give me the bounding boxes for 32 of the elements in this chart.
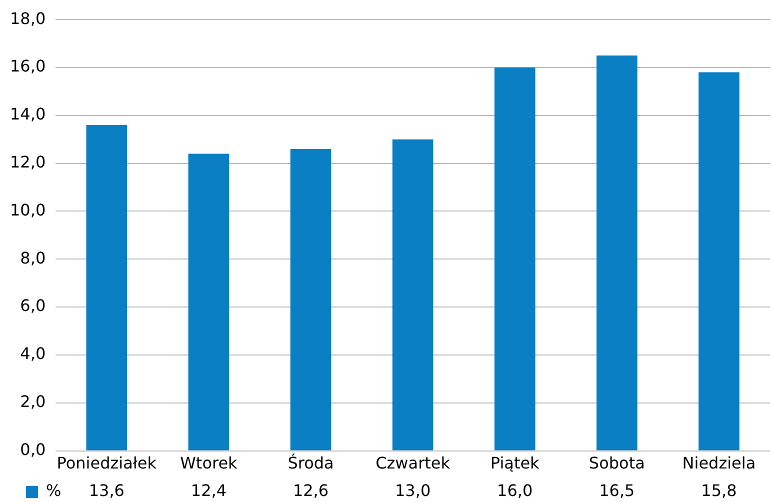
data-label: 16,5: [599, 481, 635, 500]
bar: [188, 154, 230, 450]
y-tick-label: 0,0: [20, 440, 46, 459]
x-tick-label: Niedziela: [682, 454, 756, 473]
x-tick-label: Środa: [288, 454, 334, 473]
x-tick-label: Czwartek: [376, 454, 451, 473]
y-tick-label: 18,0: [10, 8, 46, 28]
x-tick-label: Piątek: [490, 454, 540, 473]
data-label: 12,4: [190, 481, 227, 500]
data-label: 16,0: [497, 481, 533, 500]
bar: [596, 56, 638, 450]
x-tick-label: Sobota: [588, 454, 645, 473]
x-tick-label: Wtorek: [180, 454, 238, 473]
data-label: 13,0: [395, 481, 431, 500]
bar: [698, 72, 740, 450]
y-tick-label: 4,0: [20, 344, 46, 364]
y-tick-label: 16,0: [10, 56, 46, 76]
bar: [86, 125, 128, 450]
data-label: 12,6: [292, 481, 329, 500]
y-tick-label: 14,0: [10, 104, 46, 124]
y-tick-label: 8,0: [20, 248, 46, 268]
y-tick-label: 10,0: [10, 200, 46, 220]
y-tick-label: 2,0: [20, 392, 46, 412]
data-label: 13,6: [88, 481, 124, 500]
y-tick-label: 6,0: [20, 296, 46, 316]
bar: [290, 148, 332, 450]
bar: [494, 68, 536, 450]
y-tick-label: 12,0: [10, 152, 46, 172]
x-tick-label: Poniedziałek: [56, 454, 158, 473]
bar: [392, 139, 434, 450]
data-label: 15,8: [701, 481, 737, 500]
legend-label: %: [46, 481, 62, 500]
